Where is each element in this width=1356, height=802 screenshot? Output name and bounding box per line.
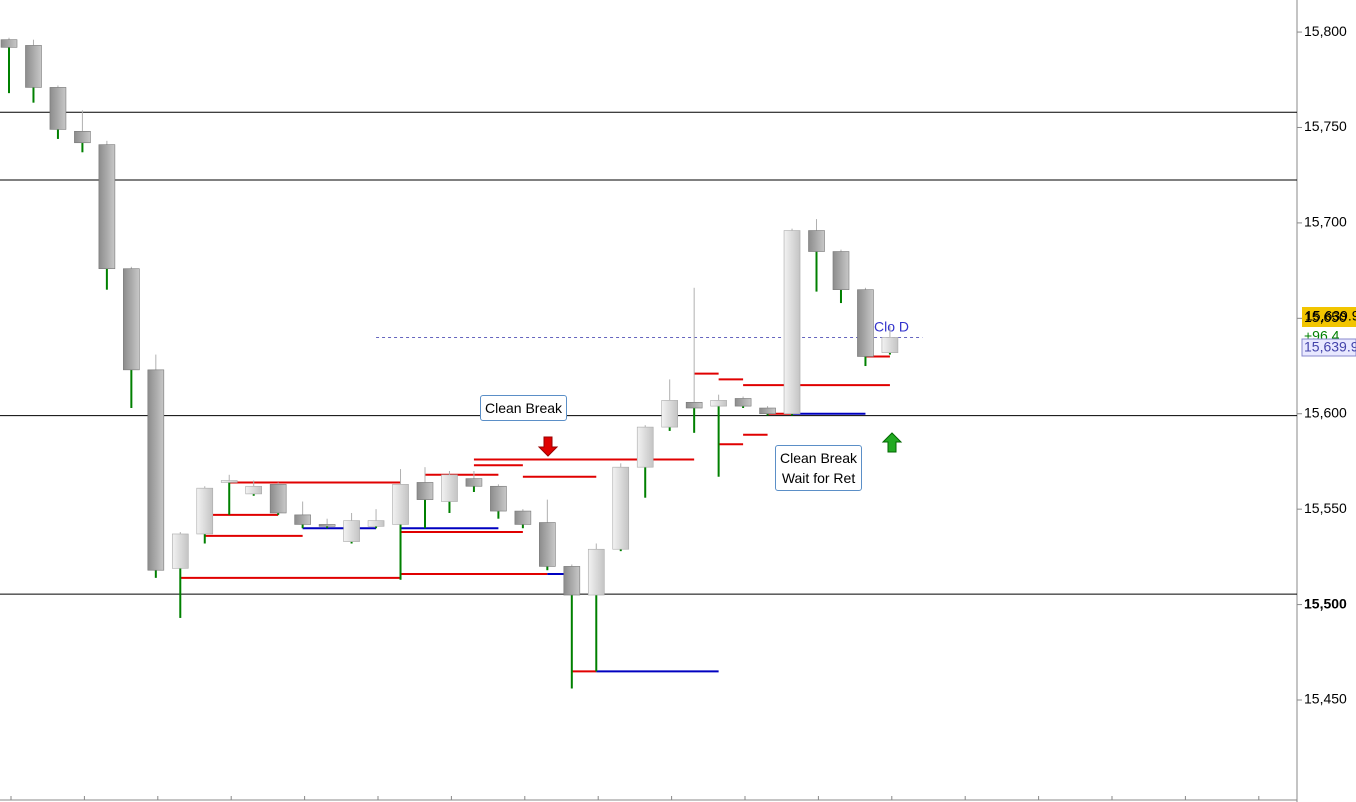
annotation: Clean Break bbox=[485, 400, 563, 416]
candle-body bbox=[881, 337, 899, 353]
up-arrow bbox=[881, 432, 903, 453]
candle-body bbox=[196, 487, 214, 535]
y-tick-label: 15,800 bbox=[1304, 23, 1347, 39]
candle-body bbox=[74, 130, 91, 144]
price-label-box bbox=[1302, 307, 1356, 327]
y-tick-label: 15,750 bbox=[1304, 118, 1347, 134]
y-tick-label: 15,450 bbox=[1304, 691, 1347, 707]
candle-body bbox=[587, 548, 605, 596]
candle-body bbox=[734, 398, 752, 407]
candle-body bbox=[563, 566, 581, 596]
candle-body bbox=[832, 251, 850, 290]
candle-body bbox=[392, 484, 409, 525]
annotation: Wait for Ret bbox=[781, 470, 856, 486]
candle-body bbox=[759, 407, 776, 415]
candle-body bbox=[25, 45, 42, 88]
bid-label: 15,639.9 bbox=[1304, 339, 1356, 355]
annotation: Clean Break bbox=[780, 450, 858, 466]
candle-body bbox=[612, 466, 630, 550]
candle-body bbox=[808, 230, 825, 252]
y-tick-label: 15,700 bbox=[1304, 214, 1347, 230]
candle-body bbox=[710, 400, 727, 407]
y-tick-label: 15,650 bbox=[1304, 309, 1347, 325]
candle-body bbox=[245, 485, 262, 495]
candle-body bbox=[343, 520, 360, 542]
y-tick-label: 15,500 bbox=[1304, 595, 1347, 611]
candle-body bbox=[857, 289, 874, 357]
candle-body bbox=[0, 39, 18, 48]
candle-body bbox=[636, 426, 654, 468]
candle-body bbox=[367, 520, 385, 527]
candle-body bbox=[490, 485, 507, 512]
candle-body bbox=[514, 510, 532, 525]
candle-body bbox=[49, 87, 67, 130]
y-tick-label: 15,600 bbox=[1304, 404, 1347, 420]
candle-body bbox=[783, 230, 801, 415]
candle-body bbox=[539, 522, 556, 567]
y-tick-label: 15,550 bbox=[1304, 500, 1347, 516]
candle-body bbox=[294, 514, 311, 525]
candle-body bbox=[661, 400, 678, 428]
candle-body bbox=[441, 474, 458, 502]
annotation: Clo D bbox=[874, 319, 909, 335]
candle-body bbox=[123, 268, 140, 371]
candle-body bbox=[147, 369, 165, 571]
annotation-box: Clean Break bbox=[480, 395, 568, 421]
candle-body bbox=[685, 401, 703, 409]
candle-body bbox=[171, 533, 189, 569]
candle-body bbox=[465, 478, 483, 487]
annotation-box: Clean Break Wait for Ret bbox=[775, 445, 863, 491]
bid-label-box bbox=[1301, 338, 1356, 357]
candle-body bbox=[220, 480, 238, 483]
down-arrow bbox=[537, 436, 559, 457]
candle-body bbox=[98, 144, 116, 270]
price-label: 15,639.9 bbox=[1305, 308, 1356, 324]
candle-body bbox=[318, 524, 336, 527]
candle-body bbox=[416, 482, 434, 500]
candle-body bbox=[269, 484, 287, 514]
